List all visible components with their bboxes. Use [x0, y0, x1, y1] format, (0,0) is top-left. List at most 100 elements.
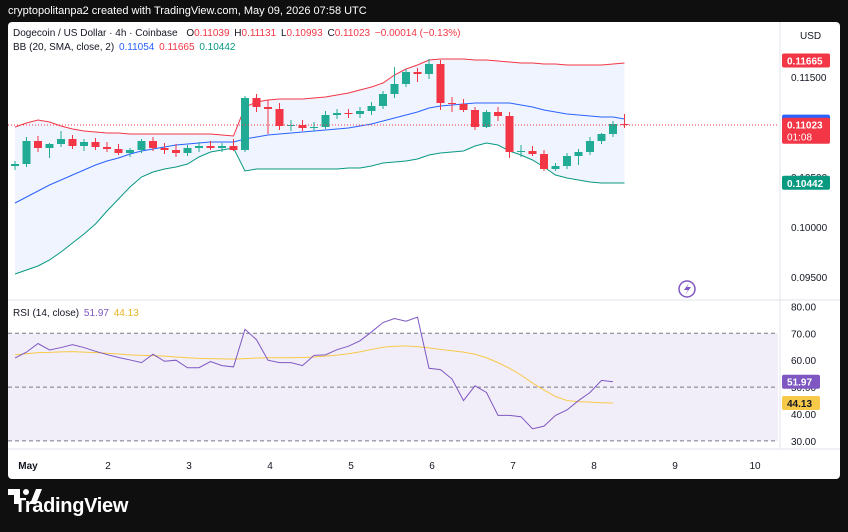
price-badge-countdown: 01:08: [787, 133, 812, 144]
candle: [252, 94, 261, 112]
candle: [551, 163, 560, 171]
tradingview-logo-icon: [8, 489, 42, 504]
candle-body: [298, 125, 307, 128]
candle: [344, 109, 353, 118]
candle-body: [448, 103, 456, 104]
candle: [620, 114, 629, 128]
candle: [91, 138, 100, 150]
price-badge-label: 0.11023: [787, 121, 823, 132]
rsi-ma-line: [14, 345, 614, 404]
price-tick-label: 0.10000: [791, 223, 828, 234]
rsi-tick-label: 70.00: [791, 329, 816, 340]
candle: [114, 144, 123, 155]
candle: [22, 137, 31, 167]
candle-body: [609, 124, 617, 134]
candle: [402, 69, 410, 87]
bb-legend: BB (20, SMA, close, 2) 0.11054 0.11665 0…: [13, 42, 237, 53]
candle: [57, 131, 65, 147]
candle-body: [241, 98, 249, 150]
rsi-tick-label: 30.00: [791, 437, 816, 448]
lightning-icon-ring: [678, 280, 696, 298]
candle: [333, 109, 341, 119]
candle: [379, 91, 387, 109]
candle-body: [425, 64, 433, 74]
price-badge: 0.11665: [782, 53, 830, 68]
rsi-tick-label: 80.00: [791, 302, 816, 313]
price-chart[interactable]: USD0.115000.110000.105000.100000.095000.…: [8, 22, 840, 479]
high-value: 0.11131: [241, 28, 277, 39]
candle: [425, 59, 433, 79]
currency-label: USD: [800, 31, 821, 42]
candle: [413, 68, 422, 82]
candle-body: [413, 72, 422, 74]
bb-upper-line: [14, 58, 625, 137]
candle: [68, 135, 77, 149]
rsi-legend: RSI (14, close) 51.97 44.13: [13, 308, 141, 319]
time-tick-label: 5: [348, 461, 354, 472]
candle: [275, 103, 284, 130]
candle-body: [379, 94, 387, 106]
candle-body: [126, 150, 134, 153]
candle: [103, 142, 111, 152]
ohlc-legend: Dogecoin / US Dollar · 4h · Coinbase O0.…: [13, 28, 463, 39]
candle: [218, 143, 226, 152]
candle: [482, 110, 491, 128]
rsi-value-badge-label: 51.97: [787, 378, 812, 389]
candle-body: [505, 116, 514, 152]
candle-body: [264, 107, 272, 109]
low-label: L: [280, 28, 287, 39]
candle-body: [160, 148, 169, 150]
candle: [45, 143, 54, 158]
lightning-icon-bolt: [684, 283, 691, 295]
candle-body: [183, 148, 192, 153]
lightning-icon[interactable]: [678, 280, 696, 298]
close-value: 0.11023: [334, 28, 371, 39]
candle-body: [80, 142, 88, 146]
candle-body: [402, 72, 410, 84]
price-badge-bg: [782, 117, 830, 144]
candle-body: [91, 142, 100, 147]
header-text: cryptopolitanpa2 created with TradingVie…: [8, 5, 367, 17]
open-value: 0.11039: [194, 28, 230, 39]
candle: [609, 121, 617, 137]
candle: [241, 96, 249, 152]
candle: [206, 141, 215, 150]
time-tick-label: 7: [510, 461, 516, 472]
candle: [574, 149, 583, 165]
time-tick-label: 10: [749, 461, 761, 472]
candle-body: [34, 141, 42, 148]
open-label: O: [186, 28, 195, 39]
time-tick-label: 2: [105, 461, 111, 472]
candle: [540, 150, 548, 171]
candle-body: [597, 134, 606, 141]
price-badge-label: 0.10442: [787, 179, 824, 190]
tradingview-logo[interactable]: TradingView: [8, 486, 128, 526]
chart-header: cryptopolitanpa2 created with TradingVie…: [0, 0, 848, 22]
candle: [494, 107, 502, 121]
candle: [195, 142, 203, 152]
candle-body: [528, 151, 537, 154]
candle: [597, 133, 606, 144]
candle-body: [137, 141, 146, 150]
candle: [471, 107, 479, 130]
chart-panel[interactable]: USD0.115000.110000.105000.100000.095000.…: [8, 22, 840, 479]
candle-body: [517, 151, 525, 152]
candle: [34, 136, 42, 152]
candle-body: [172, 150, 180, 153]
candle-body: [218, 146, 226, 148]
candle-body: [206, 146, 215, 148]
candle-body: [149, 141, 157, 148]
price-tick-label: 0.11500: [791, 73, 827, 84]
candle: [80, 139, 88, 151]
bb-band-fill: [15, 59, 625, 274]
high-label: H: [234, 28, 242, 39]
candle: [183, 145, 192, 156]
candle-body: [22, 141, 31, 164]
price-badge: 0.10442: [782, 175, 830, 190]
candle-body: [321, 115, 330, 127]
bb-lower-value: 0.10442: [199, 42, 236, 53]
candle-body: [471, 110, 479, 127]
candle: [310, 122, 318, 131]
rsi-line: [14, 316, 614, 430]
candle: [11, 161, 19, 170]
